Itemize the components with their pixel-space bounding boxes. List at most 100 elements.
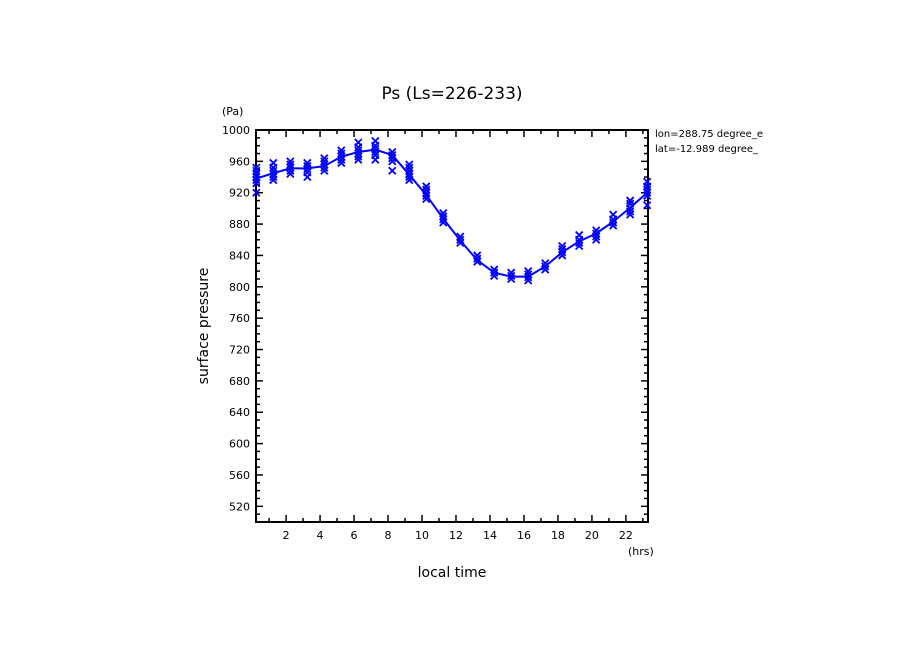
sample-x-marker <box>575 230 584 240</box>
sample-x-marker <box>643 177 652 186</box>
mean-pressure-line <box>256 148 648 278</box>
sample-x-marker <box>490 271 499 280</box>
sample-x-marker <box>626 199 635 208</box>
sample-x-marker <box>405 169 414 179</box>
x-tick-label: 12 <box>449 529 463 542</box>
sample-x-marker <box>286 160 295 169</box>
sample-x-marker <box>388 154 397 163</box>
sample-x-marker <box>388 150 397 160</box>
sample-x-marker <box>405 176 414 185</box>
sample-x-marker <box>337 146 346 155</box>
x-tick-label: 20 <box>585 529 599 542</box>
sample-x-marker <box>269 172 278 182</box>
sample-x-marker <box>609 221 618 230</box>
sample-x-marker <box>354 155 363 164</box>
y-tick-label: 560 <box>229 469 250 482</box>
sample-x-marker <box>643 201 652 210</box>
sample-x-marker <box>626 207 635 216</box>
sample-x-marker <box>371 136 380 146</box>
sample-x-marker <box>371 144 380 153</box>
x-axis-label: local time <box>418 565 487 581</box>
sample-x-marker <box>252 163 261 172</box>
sample-x-marker <box>269 166 278 175</box>
x-tick-label: 22 <box>619 529 633 542</box>
sample-x-marker <box>439 212 448 221</box>
x-tick-label: 10 <box>415 529 429 542</box>
sample-x-marker <box>456 238 465 248</box>
sample-x-marker <box>269 176 278 185</box>
sample-x-marker <box>354 149 363 158</box>
sample-x-marker <box>558 251 567 260</box>
sample-x-marker <box>286 169 295 179</box>
sample-x-marker <box>575 241 584 251</box>
sample-x-marker <box>320 160 329 169</box>
sample-x-marker <box>507 271 516 280</box>
sample-x-marker <box>337 158 346 168</box>
sample-x-marker <box>524 266 533 276</box>
x-tick-label: 4 <box>317 529 324 542</box>
sample-x-marker <box>439 208 448 218</box>
sample-x-marker <box>371 147 380 157</box>
sample-x-marker <box>592 232 601 241</box>
lon-annotation: lon=288.75 degree_e <box>655 129 763 140</box>
sample-x-marker <box>269 158 278 168</box>
sample-x-marker <box>558 245 567 254</box>
sample-x-marker <box>524 270 533 279</box>
sample-x-marker <box>252 179 261 188</box>
sample-x-marker <box>507 268 516 277</box>
sample-x-marker <box>303 161 312 171</box>
y-tick-label: 1000 <box>222 124 250 137</box>
sample-x-marker <box>405 172 414 182</box>
sample-x-marker <box>592 229 601 238</box>
plot-frame <box>255 129 649 523</box>
y-tick-label: 680 <box>229 375 250 388</box>
sample-x-marker <box>592 235 601 244</box>
y-axis-label: surface pressure <box>196 268 212 385</box>
sample-x-marker <box>269 169 278 179</box>
sample-x-marker <box>473 257 482 266</box>
sample-x-marker <box>558 241 567 251</box>
sample-x-marker <box>286 163 295 172</box>
y-tick-label: 600 <box>229 438 250 451</box>
sample-x-marker <box>405 163 414 172</box>
sample-x-marker <box>337 149 346 158</box>
sample-x-marker <box>541 265 550 274</box>
y-tick-label: 760 <box>229 312 250 325</box>
sample-x-marker <box>252 172 261 182</box>
sample-x-marker <box>354 138 363 147</box>
x-unit-label: (hrs) <box>628 545 654 558</box>
sample-x-marker <box>252 166 261 175</box>
sample-x-marker <box>575 238 584 248</box>
sample-x-marker <box>354 146 363 155</box>
sample-x-marker <box>541 259 550 268</box>
y-tick-label: 960 <box>229 155 250 168</box>
sample-x-marker <box>252 169 261 179</box>
sample-x-marker <box>405 166 414 175</box>
sample-x-marker <box>473 251 482 260</box>
y-unit-label: (Pa) <box>222 105 243 118</box>
x-tick-label: 6 <box>351 529 358 542</box>
sample-x-marker <box>643 185 652 194</box>
sample-x-marker <box>507 274 516 284</box>
sample-x-marker <box>524 276 533 285</box>
sample-x-marker <box>320 166 329 175</box>
sample-x-marker <box>439 215 448 224</box>
sample-x-marker <box>405 160 414 169</box>
sample-x-marker <box>337 152 346 161</box>
sample-x-marker <box>473 254 482 263</box>
sample-x-marker <box>320 154 329 163</box>
y-tick-label: 880 <box>229 218 250 231</box>
lat-annotation: lat=-12.989 degree_ <box>655 144 759 155</box>
sample-x-marker <box>286 166 295 175</box>
sample-x-marker <box>388 147 397 157</box>
sample-x-marker <box>439 218 448 227</box>
sample-x-marker <box>422 185 431 194</box>
y-tick-label: 920 <box>229 187 250 200</box>
sample-x-marker <box>626 196 635 205</box>
x-tick-label: 2 <box>283 529 290 542</box>
x-tick-label: 8 <box>385 529 392 542</box>
sample-x-marker <box>354 152 363 161</box>
y-tick-label: 840 <box>229 249 250 262</box>
sample-x-marker <box>592 226 601 235</box>
